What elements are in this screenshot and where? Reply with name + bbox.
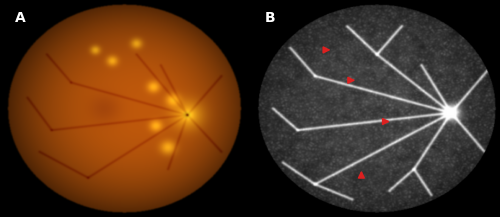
Text: B: B [265, 11, 276, 25]
Text: A: A [14, 11, 26, 25]
